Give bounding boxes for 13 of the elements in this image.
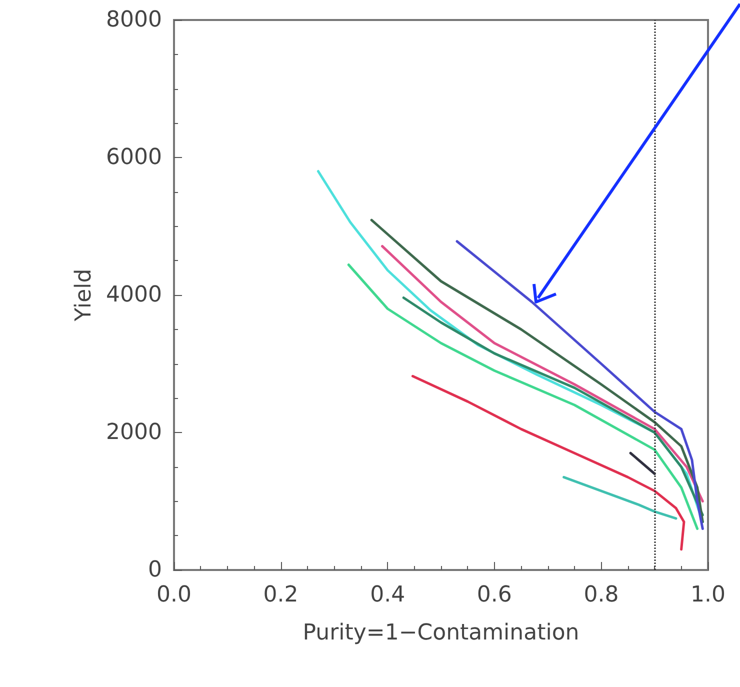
y-tick-label: 0: [148, 558, 162, 582]
y-tick-label: 6000: [106, 145, 162, 170]
x-tick-label: 0.2: [263, 582, 298, 608]
x-tick-label: 0.8: [584, 582, 619, 608]
x-tick-label: 0.4: [370, 582, 406, 608]
y-axis-title: Yield: [72, 268, 97, 322]
x-axis-title: Purity=1−Contamination: [302, 620, 580, 646]
x-tick-label: 0.0: [156, 582, 192, 608]
y-tick-label: 8000: [106, 8, 162, 32]
x-tick-label: 0.6: [476, 582, 512, 608]
y-tick-label: 4000: [106, 282, 162, 308]
x-tick-label: 1.0: [690, 582, 726, 608]
y-tick-label: 2000: [106, 420, 162, 445]
